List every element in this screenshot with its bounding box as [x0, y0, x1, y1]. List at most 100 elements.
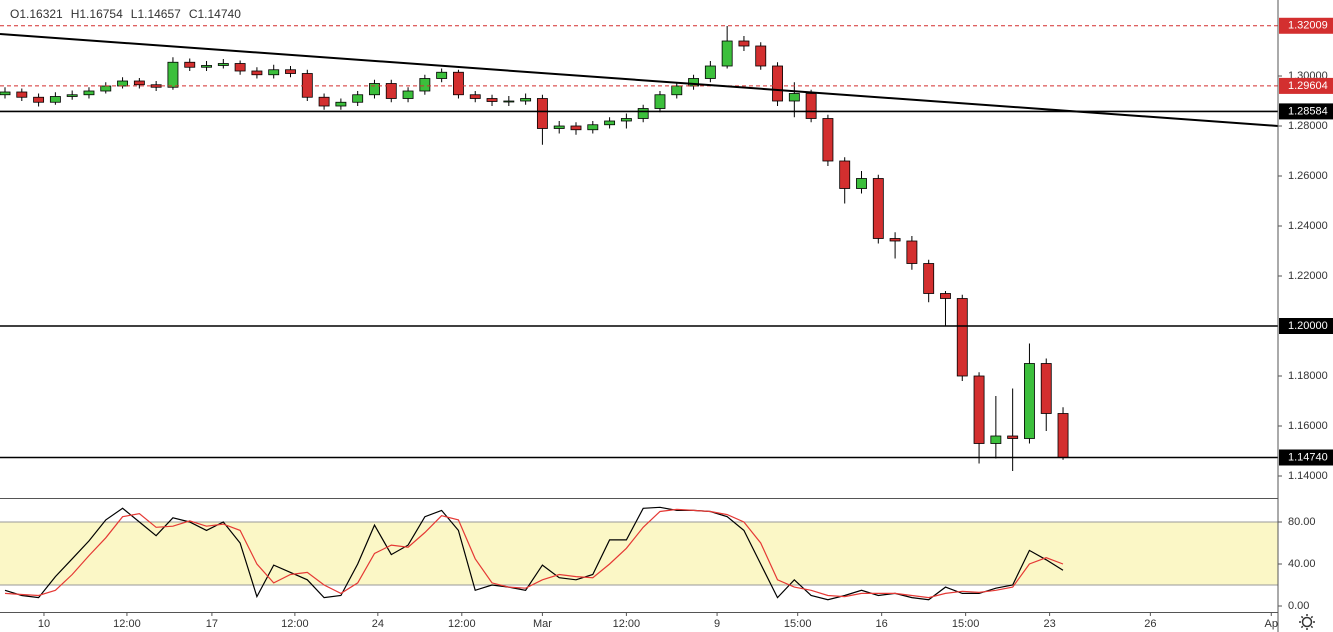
candle-body [352, 94, 364, 103]
candle-body [201, 65, 212, 68]
candle-body [217, 63, 229, 66]
candle-body [133, 80, 145, 86]
candle-body [369, 83, 380, 96]
candle-body [419, 78, 431, 92]
level-label: 1.28584 [1288, 105, 1328, 117]
y-tick-label: 1.28000 [1288, 120, 1328, 132]
level-label: 1.20000 [1288, 320, 1328, 332]
candle-body [503, 100, 515, 103]
plot-area [0, 25, 1279, 601]
candle-body [33, 96, 45, 103]
candle-body [721, 40, 733, 67]
y-tick-label: 80.00 [1288, 516, 1316, 528]
candle-body [604, 120, 616, 126]
x-tick-label: 15:00 [784, 618, 812, 630]
level-label: 1.14740 [1288, 451, 1328, 463]
candle-body [117, 80, 128, 87]
candle-body [268, 69, 280, 76]
level-label: 1.29604 [1288, 80, 1328, 92]
candle-body [436, 71, 448, 79]
candle-body [402, 90, 414, 99]
candle-body [755, 45, 767, 67]
candle-body [234, 63, 246, 72]
ohlc-value: L1.14657 [131, 7, 181, 21]
candle-body [1024, 363, 1035, 439]
candle-body [923, 263, 935, 294]
candle-body [637, 108, 649, 119]
candle-body [536, 98, 548, 129]
candle-body [0, 91, 11, 96]
y-tick-label: 1.24000 [1288, 220, 1328, 232]
candle-body [469, 94, 481, 99]
candle-body [385, 83, 397, 99]
y-tick-label: 1.14000 [1288, 470, 1328, 482]
candle-body [587, 124, 599, 131]
candle-body [671, 85, 683, 96]
ohlc-value: C1.14740 [189, 7, 241, 21]
y-tick-label: 1.22000 [1288, 270, 1328, 282]
trendline [0, 33, 1279, 127]
x-tick-label: 12:00 [448, 618, 476, 630]
candle-body [990, 435, 1002, 444]
candle-body [788, 93, 800, 102]
candle-body [167, 61, 179, 88]
candle-body [856, 178, 867, 189]
y-tick-label: 1.26000 [1288, 170, 1328, 182]
settings-icon[interactable] [1299, 614, 1315, 630]
candle-body [704, 65, 716, 79]
candle-body [184, 61, 196, 68]
level-label-box [1279, 318, 1333, 334]
x-tick-label: 26 [1144, 618, 1156, 630]
candle-body [805, 93, 817, 119]
y-tick-label: 1.18000 [1288, 370, 1328, 382]
x-tick-label: 16 [876, 618, 888, 630]
candle-body [889, 238, 901, 242]
x-tick-label: 17 [206, 618, 218, 630]
candle-body [520, 98, 532, 102]
candle-body [251, 70, 263, 76]
y-tick-label: 0.00 [1288, 600, 1309, 612]
candle-body [839, 160, 851, 189]
candle-body [83, 90, 95, 96]
level-label-box [1279, 103, 1333, 120]
ohlc-value: H1.16754 [71, 7, 123, 21]
x-tick-label: 15:00 [952, 618, 980, 630]
candle-body [973, 375, 985, 444]
level-label-box [1279, 77, 1333, 94]
candle-body [822, 118, 834, 162]
candle-body [956, 298, 968, 377]
band [0, 521, 1278, 586]
y-tick-label: 1.16000 [1288, 420, 1328, 432]
candle-body [16, 91, 28, 98]
level-label-box [1279, 449, 1333, 466]
stoch-line [4, 506, 1064, 601]
candle-body [1007, 435, 1019, 439]
candle-body [453, 71, 464, 96]
candle-body [49, 96, 61, 103]
candle-body [553, 125, 565, 129]
level-label: 1.32009 [1288, 20, 1328, 32]
candle-body [486, 98, 498, 102]
x-tick-label: 12:00 [113, 618, 141, 630]
x-tick-label: 23 [1043, 618, 1055, 630]
candle-body [66, 94, 78, 97]
candle-body [318, 96, 330, 107]
candle-body [1040, 363, 1052, 414]
candle-body [570, 125, 582, 131]
x-tick-label: Mar [533, 618, 552, 630]
candle-body [940, 293, 951, 299]
x-tick-label: 9 [714, 618, 720, 630]
candle-body [335, 101, 347, 107]
y-tick-label: 40.00 [1288, 558, 1316, 570]
candle-body [301, 73, 313, 98]
ohlc-value: O1.16321 [10, 7, 63, 21]
candle-body [738, 40, 750, 47]
candle-body [906, 240, 918, 264]
x-tick-label: 10 [38, 618, 50, 630]
candle-body [1057, 413, 1069, 458]
ohlc-header: O1.16321 H1.16754 L1.14657 C1.14740 [10, 7, 241, 21]
candle-body [654, 94, 666, 109]
level-label-box [1279, 17, 1333, 34]
candle-body [285, 69, 296, 74]
